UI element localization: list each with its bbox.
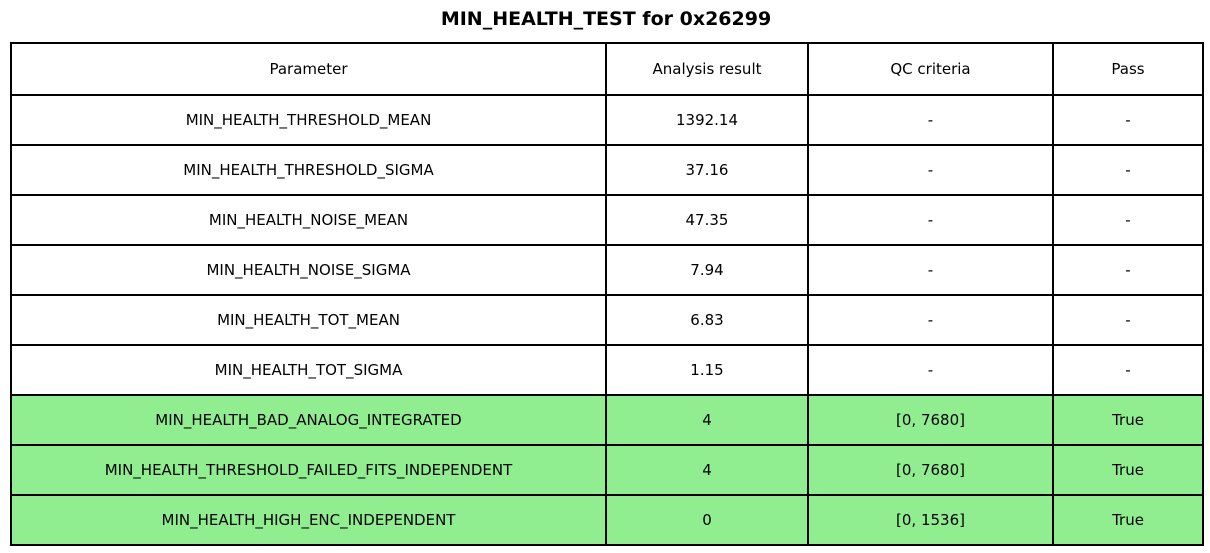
cell-qc-criteria: [0, 1536] — [807, 494, 1054, 546]
cell-parameter: MIN_HEALTH_HIGH_ENC_INDEPENDENT — [10, 494, 607, 546]
column-header-analysis-result: Analysis result — [605, 42, 809, 96]
cell-pass: - — [1052, 144, 1204, 196]
table-row: MIN_HEALTH_TOT_MEAN 6.83 - - — [10, 294, 1204, 346]
cell-qc-criteria: - — [807, 294, 1054, 346]
table-row: MIN_HEALTH_THRESHOLD_FAILED_FITS_INDEPEN… — [10, 444, 1204, 496]
qc-results-table: Parameter Analysis result QC criteria Pa… — [10, 42, 1204, 546]
table-row: MIN_HEALTH_THRESHOLD_SIGMA 37.16 - - — [10, 144, 1204, 196]
cell-pass: - — [1052, 244, 1204, 296]
cell-qc-criteria: [0, 7680] — [807, 444, 1054, 496]
cell-qc-criteria: - — [807, 94, 1054, 146]
cell-analysis-result: 6.83 — [605, 294, 809, 346]
cell-parameter: MIN_HEALTH_NOISE_MEAN — [10, 194, 607, 246]
cell-pass: True — [1052, 444, 1204, 496]
table-row: MIN_HEALTH_THRESHOLD_MEAN 1392.14 - - — [10, 94, 1204, 146]
cell-parameter: MIN_HEALTH_TOT_SIGMA — [10, 344, 607, 396]
cell-parameter: MIN_HEALTH_NOISE_SIGMA — [10, 244, 607, 296]
cell-analysis-result: 7.94 — [605, 244, 809, 296]
page-title: MIN_HEALTH_TEST for 0x26299 — [440, 8, 772, 30]
table-row: MIN_HEALTH_BAD_ANALOG_INTEGRATED 4 [0, 7… — [10, 394, 1204, 446]
cell-pass: True — [1052, 494, 1204, 546]
cell-analysis-result: 47.35 — [605, 194, 809, 246]
cell-analysis-result: 1392.14 — [605, 94, 809, 146]
column-header-pass: Pass — [1052, 42, 1204, 96]
cell-qc-criteria: - — [807, 244, 1054, 296]
cell-parameter: MIN_HEALTH_TOT_MEAN — [10, 294, 607, 346]
cell-parameter: MIN_HEALTH_BAD_ANALOG_INTEGRATED — [10, 394, 607, 446]
cell-analysis-result: 1.15 — [605, 344, 809, 396]
table-row: MIN_HEALTH_HIGH_ENC_INDEPENDENT 0 [0, 15… — [10, 494, 1204, 546]
cell-qc-criteria: - — [807, 194, 1054, 246]
cell-analysis-result: 4 — [605, 394, 809, 446]
cell-qc-criteria: - — [807, 344, 1054, 396]
cell-analysis-result: 4 — [605, 444, 809, 496]
header-row: Parameter Analysis result QC criteria Pa… — [10, 42, 1204, 96]
cell-pass: - — [1052, 94, 1204, 146]
cell-analysis-result: 37.16 — [605, 144, 809, 196]
column-header-qc-criteria: QC criteria — [807, 42, 1054, 96]
cell-qc-criteria: - — [807, 144, 1054, 196]
cell-parameter: MIN_HEALTH_THRESHOLD_SIGMA — [10, 144, 607, 196]
table-row: MIN_HEALTH_NOISE_SIGMA 7.94 - - — [10, 244, 1204, 296]
column-header-parameter: Parameter — [10, 42, 607, 96]
table-row: MIN_HEALTH_TOT_SIGMA 1.15 - - — [10, 344, 1204, 396]
cell-pass: - — [1052, 294, 1204, 346]
table-row: MIN_HEALTH_NOISE_MEAN 47.35 - - — [10, 194, 1204, 246]
cell-pass: - — [1052, 344, 1204, 396]
cell-qc-criteria: [0, 7680] — [807, 394, 1054, 446]
cell-parameter: MIN_HEALTH_THRESHOLD_MEAN — [10, 94, 607, 146]
cell-parameter: MIN_HEALTH_THRESHOLD_FAILED_FITS_INDEPEN… — [10, 444, 607, 496]
cell-pass: True — [1052, 394, 1204, 446]
cell-pass: - — [1052, 194, 1204, 246]
cell-analysis-result: 0 — [605, 494, 809, 546]
